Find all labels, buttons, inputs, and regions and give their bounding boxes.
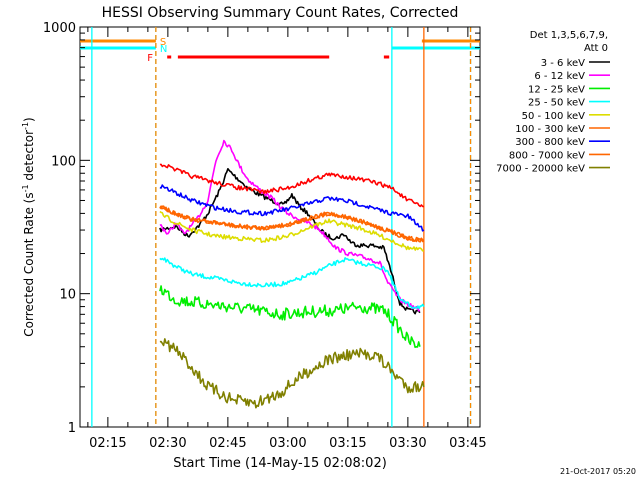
flag-n-label: N	[160, 44, 167, 55]
x-tick-label: 02:45	[209, 436, 246, 451]
y-tick-label: 10	[59, 288, 76, 303]
legend-label: 6 - 12 keV	[534, 71, 585, 82]
y-axis-label-exponent-1: -1	[21, 184, 30, 192]
legend: Det 1,3,5,6,7,9, Att 0 3 - 6 keV 6 - 12 k…	[496, 30, 610, 175]
flag-s-label: S	[160, 37, 166, 48]
generated-date: 21-Oct-2017 05:20	[560, 467, 636, 476]
x-tick-label: 03:30	[389, 436, 426, 451]
y-axis: 1 10 100 1000	[43, 21, 480, 436]
y-axis-label-part-2: detector	[22, 130, 36, 185]
status-flags: SNF	[80, 37, 480, 64]
legend-label: 300 - 800 keV	[515, 137, 585, 148]
legend-label: 100 - 300 keV	[515, 124, 585, 135]
legend-label: 12 - 25 keV	[528, 84, 585, 95]
series-line-3	[159, 285, 421, 348]
legend-header-detectors: Det 1,3,5,6,7,9,	[530, 30, 608, 41]
flag-f-label: F	[147, 53, 153, 64]
x-tick-label: 02:15	[89, 436, 126, 451]
legend-header-attenuator: Att 0	[584, 43, 608, 54]
x-tick-label: 03:45	[449, 436, 486, 451]
x-tick-label: 03:00	[269, 436, 306, 451]
chart-title: HESSI Observing Summary Count Rates, Cor…	[102, 5, 459, 21]
y-tick-label: 100	[51, 154, 76, 169]
legend-label: 3 - 6 keV	[541, 58, 585, 69]
series-line-8	[159, 205, 425, 243]
x-axis: 02:15 02:30 02:45 03:00 03:15 03:30 03:45	[87, 27, 487, 451]
y-tick-label: 1000	[43, 21, 76, 36]
legend-label: 25 - 50 keV	[528, 98, 585, 109]
plot-frame	[79, 26, 481, 428]
time-markers	[91, 27, 472, 427]
series-line-10	[159, 163, 425, 208]
y-axis-label-exponent-2: -1	[21, 122, 30, 130]
series-line-1	[159, 168, 421, 315]
x-tick-label: 03:15	[329, 436, 366, 451]
y-axis-label: Corrected Count Rate (s-1 detector-1)	[21, 117, 36, 336]
x-axis-label: Start Time (14-May-15 02:08:02)	[173, 456, 387, 471]
series-line-4	[159, 257, 425, 310]
series-line-7	[159, 184, 425, 232]
x-tick-label: 02:30	[149, 436, 186, 451]
y-tick-label: 1	[68, 421, 76, 436]
y-axis-label-close: )	[22, 117, 36, 122]
series-line-9	[159, 338, 425, 409]
series-line-5	[159, 210, 424, 252]
legend-label: 800 - 7000 keV	[509, 150, 585, 161]
legend-label: 7000 - 20000 keV	[496, 164, 585, 175]
series-line-2	[159, 139, 421, 312]
data-series	[159, 139, 425, 409]
legend-label: 50 - 100 keV	[522, 111, 586, 122]
